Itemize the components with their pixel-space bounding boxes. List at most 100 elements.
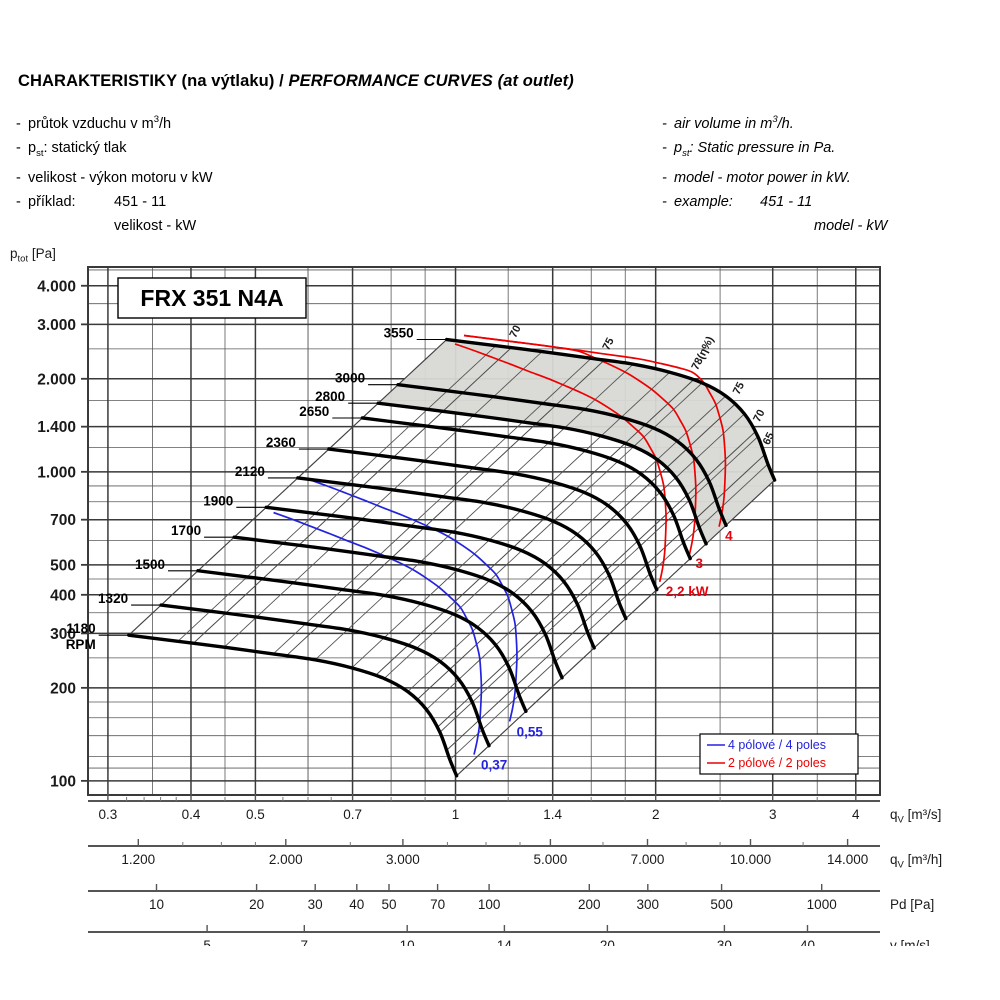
efficiency-label: 75 xyxy=(731,380,747,396)
x-axis-title: qV [m³/s] xyxy=(890,807,941,826)
x-axis-tick-label: 5.000 xyxy=(534,852,568,867)
note-example: - příklad: 451 - 11 xyxy=(16,193,167,210)
y-axis-tick-label: 3.000 xyxy=(37,317,76,334)
power-label-4pole: 0,37 xyxy=(481,758,507,773)
x-axis-tick-label: 14 xyxy=(497,938,513,946)
power-label-2pole: 4 xyxy=(725,529,733,544)
x-axis-band: 10 20 30 40 50 70 100 200 300 500 1000 Pd [Pa] xyxy=(88,884,934,912)
note-air-volume-en: - air volume in m3/h. xyxy=(662,114,794,132)
x-axis-tick-label: 1 xyxy=(452,807,460,822)
x-axis-tick-label: 30 xyxy=(308,897,323,912)
x-axis-tick-label: 40 xyxy=(349,897,364,912)
performance-chart: 4.000 3.000 2.000 1.400 1.000 700 500 400 300 200… xyxy=(0,246,1000,946)
x-axis-tick-label: 10.000 xyxy=(730,852,771,867)
legend-notes-english: - air volume in m3/h. - pst: Static pressu… xyxy=(662,108,887,238)
x-axis-tick-label: 70 xyxy=(430,897,445,912)
note-example-en: - example: 451 - 11 xyxy=(662,193,813,210)
x-axis-tick-label: 40 xyxy=(800,938,815,946)
x-axis-tick-label: 100 xyxy=(478,897,501,912)
x-axis-tick-label: 5 xyxy=(203,938,211,946)
y-axis-tick-label: 100 xyxy=(50,773,76,790)
x-axis-tick-label: 3 xyxy=(769,807,777,822)
power-limit-curve-2pole xyxy=(463,334,727,527)
rpm-curve xyxy=(396,382,728,528)
x-axis-tick-label: 10 xyxy=(149,897,164,912)
note-air-volume: - průtok vzduchu v m3/h xyxy=(16,114,172,132)
page-title-separator: / xyxy=(274,72,289,90)
page-title: CHARAKTERISTIKY (na výtlaku) / PERFORMAN… xyxy=(18,72,574,91)
x-axis-title: Pd [Pa] xyxy=(890,897,934,912)
rpm-curves xyxy=(127,337,777,778)
operating-region-shading xyxy=(378,339,775,544)
y-axis-tick-label: 200 xyxy=(50,680,76,697)
y-axis-title: ptot [Pa] xyxy=(10,246,56,265)
rpm-curve-label: 2800 xyxy=(315,389,345,404)
x-axis-tick-label: 50 xyxy=(381,897,396,912)
x-axis-tick-label: 1000 xyxy=(807,897,837,912)
x-axis-title: qV [m³/h] xyxy=(890,852,942,871)
rpm-curve-label: 1700 xyxy=(171,523,201,538)
x-axis-tick-label: 14.000 xyxy=(827,852,868,867)
rpm-curve-label: 2650 xyxy=(299,404,329,419)
x-axis-tick-label: 4 xyxy=(852,807,860,822)
y-axis-tick-label: 300 xyxy=(50,626,76,643)
note-motor-power-en: - model - motor power in kW. xyxy=(662,169,851,186)
x-axis-tick-label: 7 xyxy=(301,938,309,946)
y-axis-tick-label: 4.000 xyxy=(37,278,76,295)
x-axis-tick-label: 500 xyxy=(710,897,733,912)
rpm-curve xyxy=(196,569,528,714)
rpm-curve xyxy=(159,603,491,748)
note-motor-power: - velikost - výkon motoru v kW xyxy=(16,169,213,186)
rpm-curve-label: 2120 xyxy=(235,464,265,479)
efficiency-label: 65 xyxy=(761,431,777,447)
chart-title: FRX 351 N4A xyxy=(140,285,283,311)
x-axis-title: v [m/s] xyxy=(890,938,930,946)
x-axis-tick-label: 20 xyxy=(600,938,615,946)
x-axis-tick-label: 0.5 xyxy=(246,807,265,822)
power-label-4pole: 0,55 xyxy=(517,725,544,740)
x-axis-band: 0.3 0.4 0.5 0.7 1 1.4 2 3 4 qV [m³/s] xyxy=(88,794,941,826)
x-axis-band: 5 7 10 14 20 30 40 v [m/s] xyxy=(88,925,930,946)
x-axis-tick-label: 20 xyxy=(249,897,264,912)
performance-chart-svg: 4.0003.0002.0001.4001.000700500400300200… xyxy=(10,246,942,946)
page-title-cs: CHARAKTERISTIKY (na výtlaku) xyxy=(18,72,275,90)
rpm-curve xyxy=(232,535,564,680)
rpm-curve xyxy=(127,633,459,778)
rpm-curve-label: 3550 xyxy=(384,326,414,341)
power-label-2pole: 2,2 kW xyxy=(666,584,709,599)
rpm-curve-label: 2360 xyxy=(266,435,296,450)
x-axis-tick-label: 0.3 xyxy=(99,807,118,822)
rpm-curve xyxy=(296,476,628,621)
x-axis-tick-label: 30 xyxy=(717,938,732,946)
y-axis-tick-label: 700 xyxy=(50,512,76,529)
rpm-unit-label: RPM xyxy=(66,637,96,652)
y-axis-tick-label: 2.000 xyxy=(37,371,76,388)
y-axis-tick-label: 500 xyxy=(50,557,76,574)
rpm-curve xyxy=(264,505,596,650)
rpm-curve xyxy=(327,447,659,592)
x-axis-tick-label: 7.000 xyxy=(631,852,665,867)
x-axis-tick-label: 10 xyxy=(400,938,415,946)
y-axis-tick-label: 400 xyxy=(50,587,76,604)
rpm-curve-label: 1900 xyxy=(203,493,233,508)
power-limit-curve-4pole xyxy=(308,478,518,722)
legend-label: 2 pólové / 2 poles xyxy=(728,756,826,770)
x-axis-tick-label: 2.000 xyxy=(269,852,303,867)
efficiency-label: 70 xyxy=(751,408,767,424)
rpm-curve-label: 1320 xyxy=(98,591,128,606)
power-limit-curves xyxy=(273,334,727,755)
power-limit-curve-4pole xyxy=(273,511,483,755)
chart-title-box xyxy=(117,277,307,319)
rpm-curve-label: 1180 xyxy=(66,621,95,636)
grid-major xyxy=(81,266,881,796)
rpm-curve-label: 1500 xyxy=(135,557,165,572)
x-axis-tick-label: 0.7 xyxy=(343,807,362,822)
chart-labels: 4.000 3.000 2.000 1.400 1.000 700 500 400 300 200… xyxy=(10,246,859,790)
efficiency-label: 75 xyxy=(600,336,616,352)
legend-box xyxy=(699,733,859,775)
x-axis-band: 1.200 2.000 3.000 5.000 7.000 10.000 14.000 qV … xyxy=(88,839,942,871)
efficiency-label: 70 xyxy=(507,323,523,339)
page-title-en: PERFORMANCE CURVES (at outlet) xyxy=(288,72,574,90)
power-limit-curve-2pole xyxy=(454,343,667,583)
rpm-curve xyxy=(376,401,708,546)
